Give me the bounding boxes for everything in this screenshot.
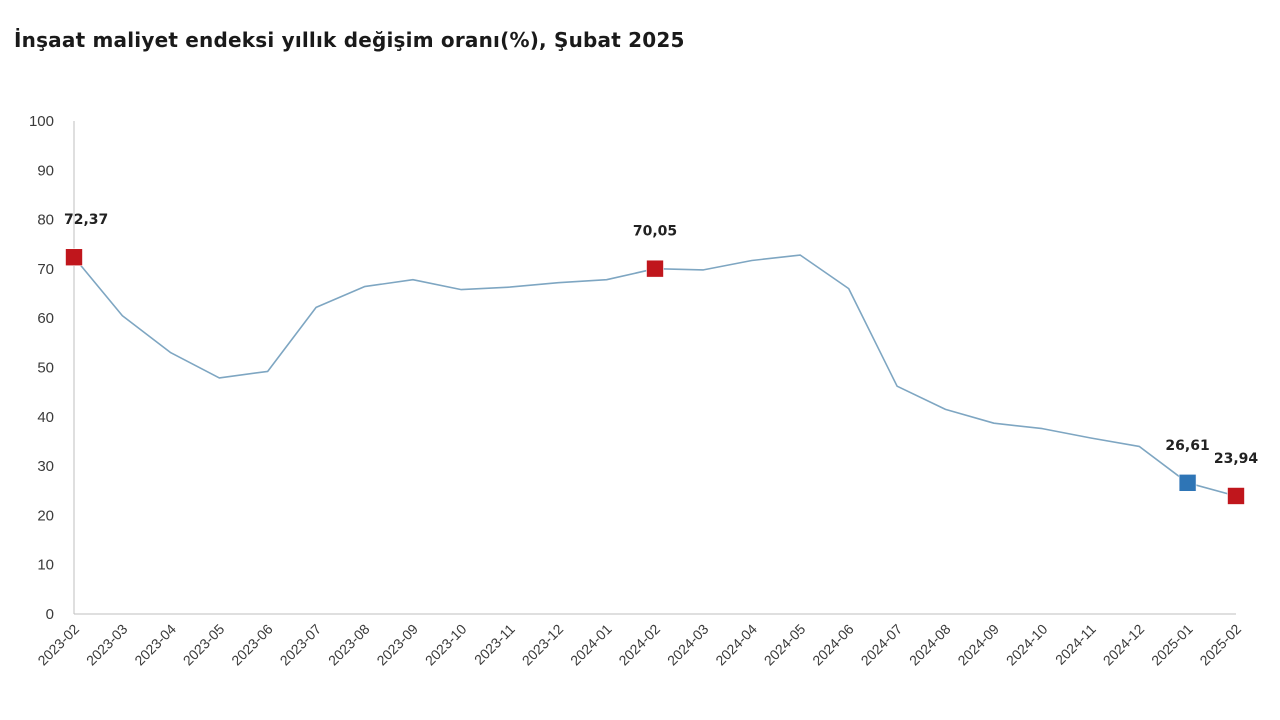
x-tick-label: 2023-05 (180, 621, 228, 669)
y-tick-label: 20 (37, 507, 54, 524)
data-label: 70,05 (633, 224, 677, 240)
data-point-marker (646, 259, 664, 278)
x-tick-label: 2023-07 (277, 621, 325, 669)
x-tick-label: 2023-11 (471, 621, 518, 668)
y-tick-label: 30 (37, 458, 54, 475)
x-tick-label: 2025-01 (1148, 621, 1196, 669)
x-tick-label: 2024-07 (858, 621, 906, 669)
series-line-group (73, 254, 1237, 497)
y-tick-label: 50 (37, 360, 54, 377)
x-tick-label: 2023-04 (131, 621, 179, 669)
x-tick-label: 2024-11 (1052, 621, 1099, 668)
data-point-marker (1227, 487, 1245, 505)
x-tick-label: 2024-10 (1003, 621, 1051, 669)
data-point-marker (1178, 474, 1197, 492)
x-tick-label: 2023-02 (34, 621, 82, 669)
x-tick-label: 2024-09 (954, 621, 1002, 669)
data-labels: 72,37 70,05 26,61 23,94 (64, 212, 1258, 467)
y-tick-label: 0 (46, 606, 54, 623)
y-tick-label: 100 (29, 113, 54, 130)
x-tick-label: 2024-02 (615, 621, 663, 669)
x-tick-label: 2023-08 (325, 621, 373, 669)
x-tick-label: 2025-02 (1196, 621, 1244, 669)
y-tick-label: 90 (37, 162, 54, 179)
x-tick-label: 2024-08 (906, 621, 954, 669)
data-label: 72,37 (64, 212, 108, 228)
y-tick-label: 80 (37, 212, 54, 229)
x-tick-label: 2024-01 (567, 621, 615, 669)
x-tick-label: 2023-10 (422, 621, 470, 669)
x-tick-label: 2024-12 (1100, 621, 1148, 669)
y-tick-label: 60 (37, 310, 54, 327)
markers (65, 248, 1245, 505)
x-tick-label: 2024-05 (761, 621, 809, 669)
x-tick-label: 2024-06 (809, 621, 857, 669)
series-line (73, 254, 1237, 497)
x-tick-label: 2023-06 (228, 621, 276, 669)
y-tick-label: 40 (37, 409, 54, 426)
x-tick-label: 2023-09 (373, 621, 421, 669)
x-tick-label: 2024-04 (712, 621, 760, 669)
x-tick-label: 2024-03 (664, 621, 712, 669)
data-label: 26,61 (1165, 438, 1209, 454)
data-label: 23,94 (1214, 451, 1259, 467)
chart-title: İnşaat maliyet endeksi yıllık değişim or… (14, 28, 685, 52)
data-point-marker (65, 248, 83, 267)
x-tick-label: 2023-12 (519, 621, 567, 669)
x-tick-label: 2023-03 (83, 621, 131, 669)
y-tick-label: 10 (37, 557, 54, 574)
y-tick-label: 70 (37, 261, 54, 278)
